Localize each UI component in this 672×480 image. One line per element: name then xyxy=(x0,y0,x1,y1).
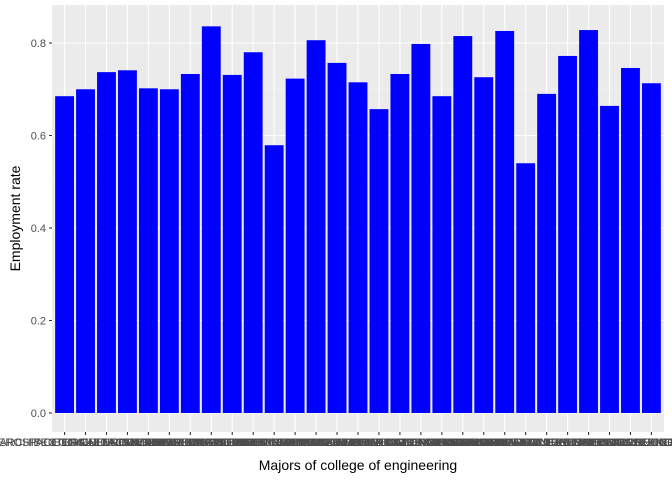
bar xyxy=(558,55,578,413)
x-tick-label: MISCELLANEOUS ENGINEERING xyxy=(460,437,634,449)
bar xyxy=(118,70,137,413)
y-axis-title: Employment rate xyxy=(7,165,23,271)
x-tick-label: CHEMICAL ENGINEERING xyxy=(80,437,217,449)
y-tick-label: 0.6 xyxy=(31,131,46,143)
x-tick-label: NAVAL ARCHITECTURE AND MARINE ENGINEERIN… xyxy=(451,437,672,449)
bar xyxy=(76,89,95,413)
x-tick-label: COMPUTER ENGINEERING xyxy=(119,437,262,449)
bar xyxy=(138,88,158,413)
x-axis-title: Majors of college of engineering xyxy=(259,457,457,473)
bar xyxy=(243,52,263,413)
x-tick-label: ENGINEERING AND INDUSTRIAL MANAGEMENT xyxy=(127,437,380,449)
x-tick-label: MINING AND MINERAL ENGINEERING xyxy=(427,437,624,449)
y-tick-label: 0.0 xyxy=(31,408,46,420)
x-tick-label: MISCELLANEOUS ENGINEERING TECHNOLOGIES xyxy=(436,437,672,449)
x-tick-label: ENVIRONMENTAL ENGINEERING xyxy=(229,437,403,449)
x-tick-label: INDUSTRIAL PRODUCTION TECHNOLOGIES xyxy=(284,437,516,449)
bar xyxy=(180,73,200,414)
x-tick-label: MECHANICAL ENGINEERING xyxy=(387,437,539,449)
x-tick-label: NUCLEAR ENGINEERING xyxy=(543,437,672,449)
bar xyxy=(285,78,305,414)
x-tick-label: ELECTRICAL ENGINEERING TECHNOLOGY xyxy=(119,437,347,449)
bar xyxy=(453,36,473,413)
x-tick-label: ELECTRICAL ENGINEERING xyxy=(138,437,286,449)
y-axis: 0.0 0.2 0.4 0.6 0.8 xyxy=(31,38,52,420)
y-tick-label: 0.2 xyxy=(31,316,46,328)
x-tick-label: ROBOTICS ENGINEERING xyxy=(583,437,672,449)
bar xyxy=(306,40,326,413)
x-tick-label: ARCHITECTURAL ENGINEERING xyxy=(0,437,172,449)
bar xyxy=(432,96,452,413)
bar xyxy=(369,109,389,413)
x-tick-label: MATERIALS SCIENCE xyxy=(385,437,499,449)
bar xyxy=(390,73,410,414)
bar xyxy=(600,105,619,414)
bar xyxy=(621,67,640,413)
bar xyxy=(348,82,368,413)
bar xyxy=(495,30,515,413)
x-tick-label: GEOLOGICAL AND GEOPHYSICAL ENGINEERING xyxy=(229,437,488,449)
bar xyxy=(201,26,221,413)
bar xyxy=(579,30,598,414)
x-tick-label: ENGINEERING MECHANICS PHYSICS AND SCIENC… xyxy=(137,437,412,449)
y-tick-label: 0.4 xyxy=(31,223,46,235)
x-tick-label: BIOMEDICAL ENGINEERING xyxy=(54,437,202,449)
x-tick-label: GENERAL ENGINEERING xyxy=(271,437,403,449)
x-tick-label: AEROSPACE ENGINEERING xyxy=(0,437,138,449)
bar xyxy=(537,93,557,413)
x-tick-label: INDUSTRIAL AND MANUFACTURING ENGINEERING xyxy=(244,437,514,449)
x-tick-label: MECHANICAL ENGINEERING RELATED TECHNOLOG… xyxy=(336,437,631,449)
bar xyxy=(159,89,179,413)
bar xyxy=(97,72,116,413)
bar xyxy=(55,96,75,413)
bar xyxy=(516,163,536,413)
x-tick-label: ENGINEERING TECHNOLOGIES xyxy=(211,437,378,449)
bars xyxy=(55,26,661,414)
x-tick-label: MATERIALS ENGINEERING AND MATERIALS SCIE… xyxy=(279,437,563,449)
bar xyxy=(474,77,494,413)
x-tick-label: METALLURGICAL ENGINEERING xyxy=(419,437,590,449)
x-tick-label: CIVIL ENGINEERING xyxy=(116,437,223,449)
bar xyxy=(641,83,661,414)
bar xyxy=(222,74,242,413)
x-tick-label: BIOLOGICAL ENGINEERING xyxy=(33,437,179,449)
bar xyxy=(264,145,284,413)
y-tick-label: 0.8 xyxy=(31,38,46,50)
bar xyxy=(411,43,431,414)
x-tick-label: PETROLEUM ENGINEERING xyxy=(556,437,672,449)
bar xyxy=(327,62,347,413)
